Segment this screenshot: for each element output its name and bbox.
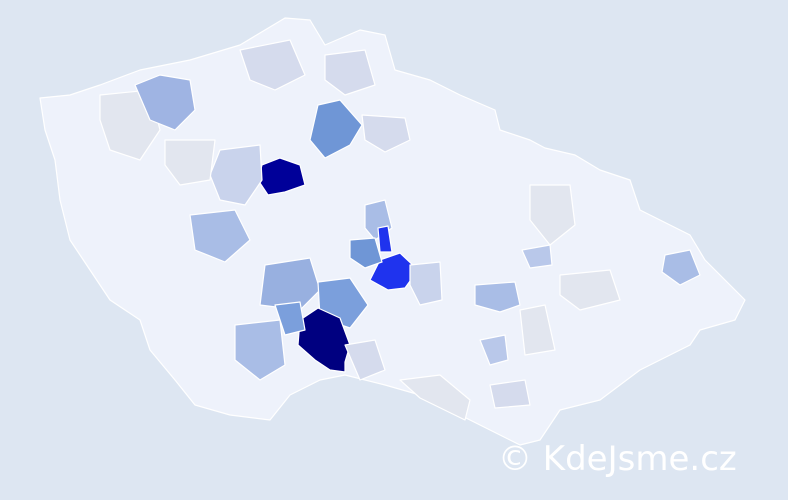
district <box>519 304 556 356</box>
district <box>309 99 363 159</box>
district <box>324 49 376 96</box>
district <box>529 184 576 246</box>
district <box>479 334 509 366</box>
district <box>164 139 216 186</box>
country-outline <box>39 17 746 446</box>
district <box>489 379 531 409</box>
district <box>234 319 286 381</box>
district <box>409 261 443 306</box>
district <box>559 269 621 311</box>
district <box>399 374 471 421</box>
district <box>474 281 521 313</box>
district <box>134 74 196 131</box>
country <box>39 17 746 446</box>
district <box>661 249 701 286</box>
district <box>349 237 383 269</box>
district <box>521 244 553 269</box>
district <box>361 114 411 153</box>
district <box>274 301 306 336</box>
watermark: © KdeJsme.cz <box>498 439 737 479</box>
district <box>377 225 393 253</box>
district <box>297 307 351 373</box>
district <box>344 339 386 381</box>
district <box>259 257 321 311</box>
district <box>239 39 306 91</box>
district <box>189 209 251 263</box>
